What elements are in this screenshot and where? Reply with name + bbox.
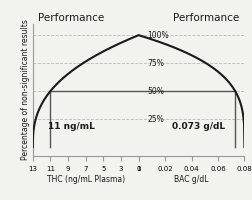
Text: 11 ng/mL: 11 ng/mL bbox=[48, 122, 95, 131]
Y-axis label: Percentage of non-significant results: Percentage of non-significant results bbox=[21, 20, 30, 160]
Text: Performance: Performance bbox=[173, 13, 239, 23]
Text: 0.073 g/dL: 0.073 g/dL bbox=[172, 122, 225, 131]
X-axis label: BAC g/dL: BAC g/dL bbox=[174, 174, 209, 184]
Text: 50%: 50% bbox=[147, 87, 164, 96]
Text: 25%: 25% bbox=[147, 115, 164, 124]
Text: 100%: 100% bbox=[147, 31, 169, 40]
Text: 75%: 75% bbox=[147, 59, 164, 68]
Text: Performance: Performance bbox=[38, 13, 104, 23]
X-axis label: THC (ng/mL Plasma): THC (ng/mL Plasma) bbox=[47, 174, 125, 184]
